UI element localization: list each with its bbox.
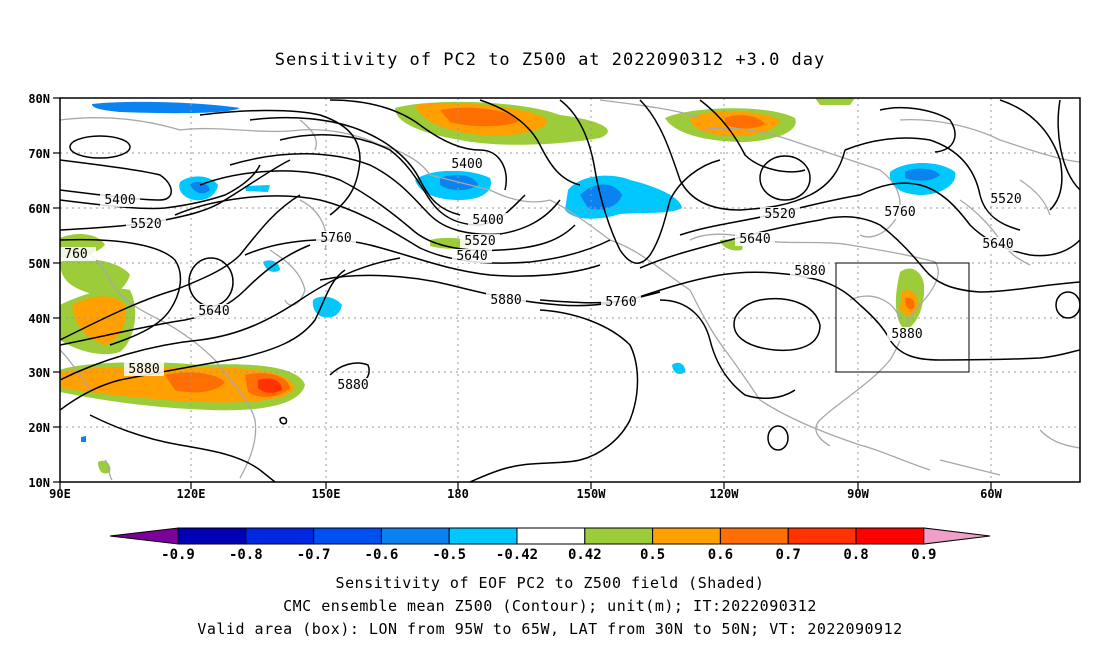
colorbar-label: -0.6: [365, 547, 399, 563]
grid-lines: [60, 98, 1080, 482]
lon-label: 60W: [980, 487, 1002, 501]
lon-label: 150E: [312, 487, 341, 501]
contour-labels: 5400 5520 5760 5640 5880 5880 5880 5400 5400 5520…: [56, 157, 1026, 393]
lat-label: 10N: [28, 476, 50, 490]
chart-title: Sensitivity of PC2 to Z500 at 2022090312…: [274, 50, 826, 70]
colorbar-label: 0.42: [568, 547, 602, 563]
contour-label-bg: [601, 295, 641, 309]
lat-label: 80N: [28, 92, 50, 106]
contour-label-bg: [986, 192, 1026, 206]
colorbar-label: 0.9: [911, 547, 936, 563]
contour-label-bg: [333, 378, 373, 392]
contour-label-bg: [978, 237, 1018, 251]
contour-label: 5520: [464, 234, 495, 249]
colorbar-high-triangle: [923, 527, 991, 545]
colorbar-box: [245, 527, 315, 545]
contour-label: 5760: [605, 295, 636, 310]
colorbar-label: 0.6: [708, 547, 733, 563]
colorbar-label: 0.5: [640, 547, 665, 563]
contour-label: 5520: [990, 192, 1021, 207]
colorbar-box: [177, 527, 247, 545]
lat-label: 60N: [28, 202, 50, 216]
colorbar-box: [719, 527, 789, 545]
contour-label-bg: [735, 232, 775, 246]
lat-axis-labels: 80N 70N 60N 50N 40N 30N 20N 10N: [28, 92, 50, 490]
lat-label: 50N: [28, 257, 50, 271]
colorbar-label: 0.7: [776, 547, 801, 563]
colorbar-label: -0.5: [432, 547, 466, 563]
contour-label-bg: [760, 207, 800, 221]
colorbar-label: -0.7: [297, 547, 331, 563]
colorbar-box: [313, 527, 382, 545]
colorbar-box: [787, 527, 857, 545]
contour-label-bg: [790, 264, 830, 278]
contour-label: 5640: [982, 237, 1013, 252]
coastlines: [60, 99, 1080, 481]
lon-axis-labels: 90E 120E 150E 180 150W 120W 90W 60W: [49, 487, 1002, 501]
contour-label: 5640: [198, 304, 229, 319]
lat-label: 20N: [28, 421, 50, 435]
contour-label: 5640: [456, 249, 487, 264]
colorbar-low-triangle: [109, 527, 179, 545]
colorbar-label: -0.9: [161, 547, 195, 563]
colorbar-label: 0.8: [843, 547, 868, 563]
contour-label: 5760: [320, 231, 351, 246]
lat-label: 70N: [28, 147, 50, 161]
colorbar-box: [652, 527, 721, 545]
contour-label-bg: [460, 234, 500, 248]
contour-label-bg: [486, 293, 526, 307]
z500-contours: [60, 99, 1080, 482]
lon-label: 180: [447, 487, 469, 501]
contour-label-bg: [194, 304, 234, 318]
contour-label-bg: [447, 157, 487, 171]
contour-label-bg: [452, 249, 492, 263]
caption-line-1: Sensitivity of EOF PC2 to Z500 field (Sh…: [335, 574, 765, 592]
colorbar: -0.9 -0.8 -0.7 -0.6 -0.5 -0.42 0.42 0.5 0.6 0.7 0.…: [109, 527, 991, 563]
contour-label: 5400: [104, 193, 135, 208]
contour-label-bg: [100, 193, 140, 207]
contour-label: 5400: [451, 157, 482, 172]
contour-label-bg: [56, 247, 96, 261]
contour-label-bg: [880, 205, 920, 219]
contour-label: 5640: [739, 232, 770, 247]
contour-label: 5880: [794, 264, 825, 279]
valid-area-box: [835, 262, 970, 373]
map-frame: [59, 97, 1081, 483]
colorbar-box: [380, 527, 450, 545]
colorbar-box: [448, 527, 518, 545]
lon-label: 120E: [177, 487, 206, 501]
contour-label: 5880: [891, 327, 922, 342]
lat-label: 40N: [28, 312, 50, 326]
contour-label-bg: [468, 213, 508, 227]
contour-label-bg: [126, 217, 166, 231]
contour-label: 5520: [764, 207, 795, 222]
lon-label: 90E: [49, 487, 71, 501]
colorbar-box: [516, 527, 586, 545]
caption-line-2: CMC ensemble mean Z500 (Contour); unit(m…: [283, 597, 817, 615]
contour-label: 760: [64, 247, 87, 262]
caption-line-3: Valid area (box): LON from 95W to 65W, L…: [197, 620, 903, 638]
contour-label-bg: [887, 327, 927, 341]
contour-label: 5880: [490, 293, 521, 308]
contour-label-bg: [316, 231, 356, 245]
contour-label: 5400: [472, 213, 503, 228]
shaded-negative-regions: [81, 101, 956, 442]
contour-label-bg: [124, 362, 164, 376]
contour-label: 5520: [130, 217, 161, 232]
lat-label: 30N: [28, 366, 50, 380]
contour-label: 5760: [884, 205, 915, 220]
colorbar-label: -0.42: [496, 547, 538, 563]
lon-label: 90W: [847, 487, 869, 501]
contour-label: 5880: [128, 362, 159, 377]
lon-label: 120W: [710, 487, 740, 501]
lon-label: 150W: [577, 487, 607, 501]
axis-ticks: [53, 97, 992, 489]
contour-label: 5880: [337, 378, 368, 393]
colorbar-box: [855, 527, 925, 545]
colorbar-label: -0.8: [229, 547, 263, 563]
colorbar-box: [584, 527, 654, 545]
